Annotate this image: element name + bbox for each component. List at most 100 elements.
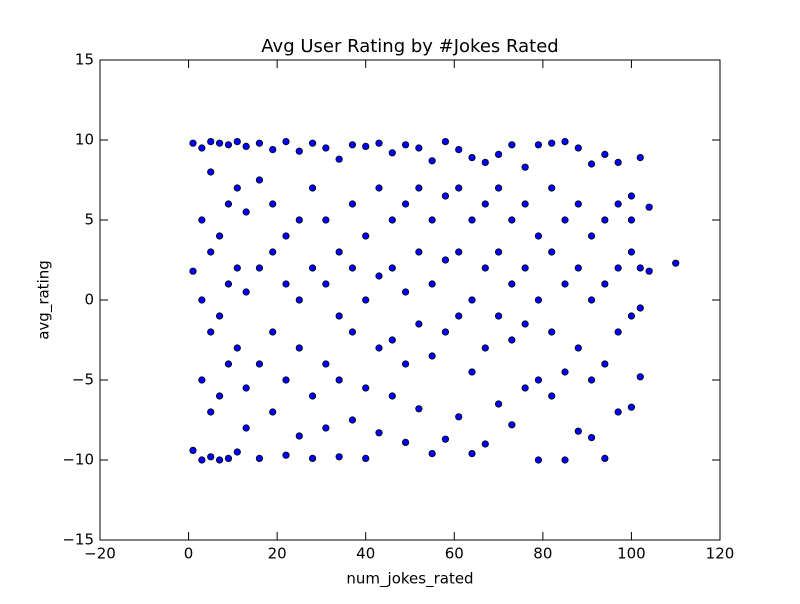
scatter-point	[587, 296, 596, 304]
scatter-point	[521, 200, 529, 208]
scatter-point	[224, 454, 233, 462]
scatter-point	[233, 184, 241, 192]
scatter-point	[189, 267, 197, 275]
scatter-point	[455, 184, 463, 192]
scatter-point	[388, 149, 396, 157]
scatter-point	[335, 155, 343, 163]
scatter-point	[468, 154, 476, 162]
scatter-point	[255, 360, 264, 368]
scatter-point	[627, 192, 636, 200]
scatter-point	[269, 408, 277, 416]
scatter-point	[548, 328, 556, 336]
scatter-point	[548, 248, 556, 256]
scatter-point	[441, 435, 450, 443]
scatter-point	[627, 216, 636, 224]
scatter-point	[508, 280, 516, 288]
scatter-point	[534, 232, 543, 240]
scatter-point	[508, 336, 516, 344]
scatter-point	[348, 416, 357, 424]
x-tick-label: 20	[268, 545, 287, 563]
scatter-point	[269, 200, 277, 208]
y-tick-label: 5	[84, 211, 94, 229]
scatter-point	[282, 138, 290, 146]
scatter-point	[198, 376, 206, 384]
scatter-point	[295, 432, 303, 440]
scatter-point	[441, 328, 450, 336]
y-axis-label: avg_rating	[35, 260, 54, 340]
scatter-point	[548, 184, 556, 192]
scatter-point	[322, 360, 330, 368]
scatter-point	[401, 438, 410, 446]
scatter-point	[548, 139, 556, 147]
scatter-point	[494, 184, 503, 192]
scatter-point	[481, 440, 489, 448]
scatter-point	[207, 453, 215, 461]
scatter-point	[574, 427, 582, 435]
y-tick-label: 0	[84, 291, 94, 309]
scatter-point	[601, 360, 609, 368]
scatter-point	[494, 400, 503, 408]
scatter-point	[242, 424, 250, 432]
scatter-point	[481, 200, 489, 208]
scatter-point	[348, 141, 357, 149]
scatter-point	[587, 232, 596, 240]
scatter-point	[508, 421, 516, 429]
scatter-point	[242, 384, 250, 392]
scatter-point	[601, 454, 609, 462]
x-axis-label: num_jokes_rated	[346, 570, 473, 589]
scatter-point	[388, 336, 396, 344]
scatter-point	[587, 376, 596, 384]
scatter-point	[375, 139, 383, 147]
scatter-point	[455, 413, 463, 421]
scatter-point	[636, 304, 644, 312]
scatter-point	[189, 139, 197, 147]
scatter-point	[601, 280, 609, 288]
scatter-point	[401, 288, 410, 296]
scatter-point	[561, 138, 569, 146]
scatter-point	[614, 328, 622, 336]
scatter-point	[282, 451, 290, 459]
scatter-point	[428, 352, 436, 360]
scatter-point	[428, 449, 436, 458]
scatter-point	[375, 344, 383, 352]
scatter-point	[415, 144, 423, 152]
scatter-point	[508, 216, 516, 224]
scatter-point	[255, 454, 264, 462]
scatter-point	[269, 146, 277, 154]
scatter-point	[415, 405, 423, 413]
scatter-point	[189, 446, 197, 454]
scatter-point	[574, 200, 582, 208]
scatter-point	[455, 312, 463, 320]
scatter-point	[428, 280, 436, 288]
scatter-point	[295, 216, 303, 224]
y-tick-label: 15	[75, 51, 94, 69]
scatter-point	[455, 146, 463, 154]
scatter-point	[198, 296, 206, 304]
scatter-point	[335, 453, 343, 461]
scatter-point	[282, 376, 290, 384]
scatter-point	[468, 216, 476, 224]
scatter-point	[255, 176, 264, 184]
scatter-point	[295, 147, 303, 155]
scatter-point	[308, 139, 317, 147]
scatter-point	[308, 392, 317, 400]
scatter-point	[672, 259, 680, 267]
scatter-point	[308, 184, 317, 192]
scatter-point	[521, 320, 529, 328]
scatter-point	[233, 264, 241, 272]
scatter-point	[388, 264, 396, 272]
scatter-point	[401, 360, 410, 368]
scatter-point	[282, 232, 290, 240]
scatter-point	[601, 150, 609, 158]
scatter-point	[215, 392, 224, 400]
chart-title: Avg User Rating by #Jokes Rated	[261, 36, 558, 57]
scatter-point	[269, 328, 277, 336]
scatter-point	[468, 296, 476, 304]
scatter-point	[481, 264, 489, 272]
scatter-point	[207, 138, 215, 146]
scatter-point	[215, 139, 224, 147]
scatter-point	[468, 368, 476, 376]
scatter-point	[348, 200, 357, 208]
scatter-point	[295, 296, 303, 304]
scatter-point	[587, 433, 596, 442]
